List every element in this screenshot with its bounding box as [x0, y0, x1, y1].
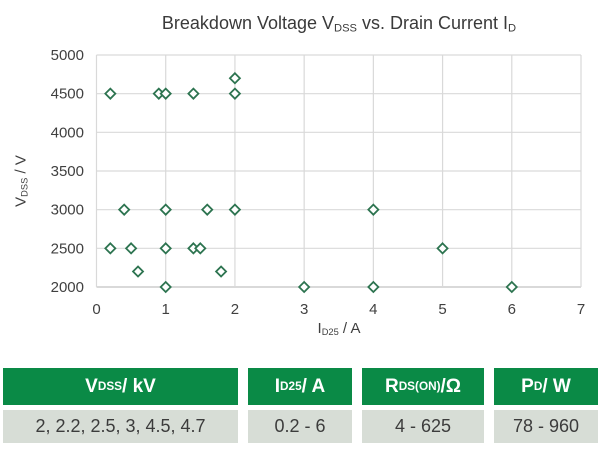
x-tick-label: 4: [369, 301, 377, 318]
x-tick-label: 0: [92, 301, 100, 318]
y-axis-title-text: V: [12, 196, 30, 207]
data-point: [159, 203, 172, 216]
y-tick-label: 2000: [51, 279, 84, 296]
data-point: [159, 280, 172, 294]
data-point: [214, 265, 228, 278]
x-axis-title-unit: / A: [338, 320, 361, 337]
table-cell-pd: 78 - 960: [494, 410, 598, 443]
x-tick-label: 3: [300, 301, 308, 318]
data-point: [436, 242, 449, 255]
y-tick-label: 4500: [51, 86, 84, 103]
data-point: [159, 87, 172, 100]
table-cell-vdss: 2, 2.2, 2.5, 3, 4.5, 4.7: [3, 410, 238, 443]
data-point: [200, 203, 214, 216]
data-point: [297, 280, 311, 294]
x-tick-label: 1: [162, 301, 170, 318]
y-tick-label: 5000: [51, 47, 84, 64]
chart-title-text: Breakdown Voltage V: [161, 13, 335, 33]
data-point: [117, 203, 131, 216]
data-point: [194, 242, 207, 255]
table-header-rdson: R DS(ON)/Ω: [362, 368, 484, 405]
data-point: [159, 242, 172, 255]
data-point: [187, 87, 200, 100]
table-header-vdss: V DSS / kV: [3, 368, 238, 405]
data-point: [124, 242, 138, 255]
scatter-plot: 2000 2500 3000 3500 4000 4500 5000 0 1 2 3 4 5 6 7: [51, 47, 586, 318]
table-cell-id25: 0.2 - 6: [248, 410, 352, 443]
x-axis-title-text: I: [317, 320, 322, 337]
y-tick-label: 3000: [51, 202, 84, 219]
chart-title-text-mid: vs. Drain Current I: [356, 13, 509, 33]
data-point: [228, 203, 242, 216]
data-point: [228, 71, 242, 85]
y-tick-label: 3500: [51, 163, 84, 180]
x-tick-label: 5: [438, 301, 446, 318]
chart-title-sub-d: D: [508, 22, 517, 35]
x-axis-title: ID25 / A: [97, 320, 581, 337]
y-tick-label: 4000: [51, 124, 84, 141]
data-point: [367, 203, 380, 216]
spec-table-data-row: 2, 2.2, 2.5, 3, 4.5, 4.7 0.2 - 6 4 - 625…: [3, 410, 598, 443]
data-point: [131, 265, 145, 278]
y-axis-title: VDSS / V: [13, 155, 30, 207]
x-tick-label: 7: [577, 301, 585, 318]
data-point: [367, 280, 380, 294]
x-tick-label: 6: [508, 301, 516, 318]
data-point: [104, 87, 117, 100]
table-cell-rdson: 4 - 625: [362, 410, 484, 443]
data-point: [228, 87, 242, 100]
chart-title-sub-dss: DSS: [334, 22, 357, 35]
x-axis-title-sub: D25: [321, 326, 339, 337]
data-point: [505, 280, 519, 294]
y-axis-title-sub: DSS: [19, 177, 30, 197]
chart-title: Breakdown Voltage VDSS vs. Drain Current…: [97, 13, 581, 34]
y-axis-title-unit: / V: [12, 155, 30, 178]
x-tick-label: 2: [231, 301, 239, 318]
y-tick-label: 2500: [51, 240, 84, 257]
table-header-id25: I D25 / A: [248, 368, 352, 405]
data-point: [104, 242, 117, 255]
